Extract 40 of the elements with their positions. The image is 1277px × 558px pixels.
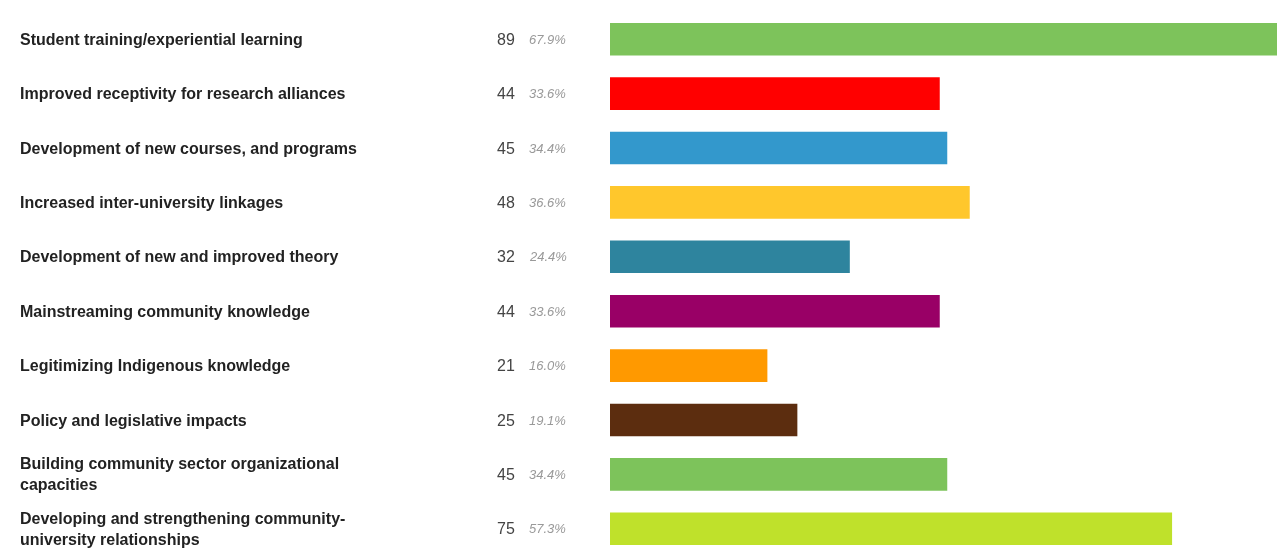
bar <box>610 458 948 491</box>
bar <box>610 22 1277 56</box>
y-tick-label: Mainstreaming community knowledge <box>20 303 310 320</box>
text: 19.1% <box>529 413 566 428</box>
data-label: 89 <box>497 31 515 48</box>
text: 24.4% <box>529 249 567 264</box>
bar <box>610 512 1173 546</box>
bar <box>610 294 940 328</box>
text: 34.4% <box>529 141 566 156</box>
y-tick-label: Improved receptivity for research alliances <box>20 85 346 102</box>
text: 34.4% <box>529 467 566 482</box>
text: 33.6% <box>529 86 566 101</box>
y-tick-label: Development of new and improved theory <box>20 248 339 265</box>
data-label: 45 <box>497 466 515 483</box>
y-tick-label: Policy and legislative impacts <box>20 412 247 429</box>
bar <box>610 349 768 382</box>
bar <box>610 131 948 165</box>
data-label: 21 <box>497 357 515 374</box>
y-tick-label: Building community sector organizational capacities <box>20 455 340 493</box>
bar <box>610 403 798 437</box>
bar <box>610 77 940 110</box>
y-tick-label: Increased inter-university linkages <box>20 194 284 211</box>
data-label: 45 <box>497 140 515 157</box>
text: 67.9% <box>529 32 566 47</box>
text: 36.6% <box>529 195 566 210</box>
y-tick-label: Development of new courses, and programs <box>20 140 358 157</box>
data-label: 75 <box>497 520 515 537</box>
y-tick-label: Developing and strengthening community-university relationships <box>20 510 346 548</box>
y-tick-label: Student training/experiential learning <box>20 31 303 48</box>
data-label: 44 <box>497 85 515 102</box>
text: 57.3% <box>529 521 566 536</box>
data-label: 48 <box>497 194 515 211</box>
data-label: 44 <box>497 303 515 320</box>
text: 16.0% <box>529 358 566 373</box>
bar <box>610 240 850 274</box>
text: 33.6% <box>529 304 566 319</box>
bar <box>610 186 970 219</box>
data-label: 32 <box>497 248 515 265</box>
y-tick-label: Legitimizing Indigenous knowledge <box>20 357 291 374</box>
data-label: 25 <box>497 412 515 429</box>
